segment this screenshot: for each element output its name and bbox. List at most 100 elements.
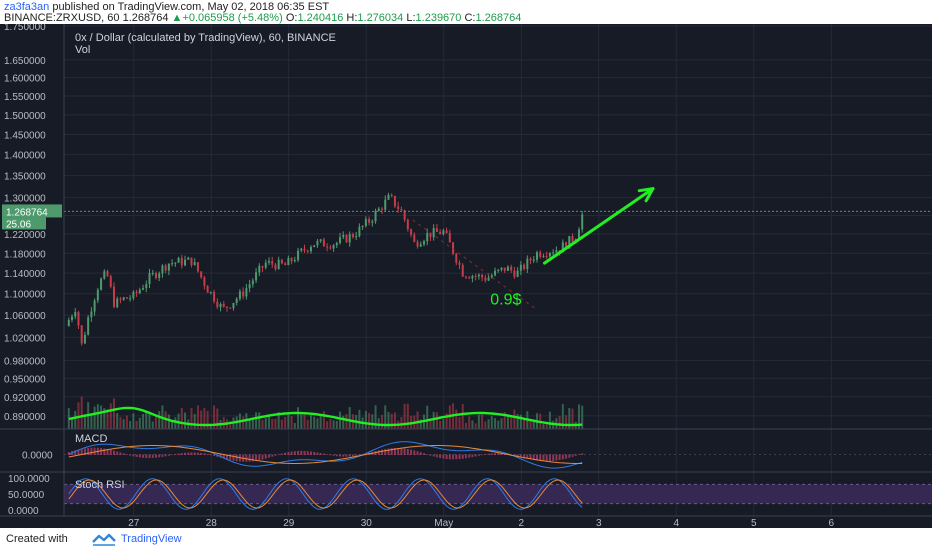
volume-bar xyxy=(429,418,432,429)
volume-ma-line xyxy=(68,406,583,427)
candle-body xyxy=(332,245,335,249)
volume-bar xyxy=(148,411,151,429)
volume-bar xyxy=(109,403,112,429)
volume-bar xyxy=(503,412,506,429)
candle-body xyxy=(416,241,419,247)
macd-histogram-bar xyxy=(303,450,306,455)
candle-body xyxy=(529,258,532,261)
candle-body xyxy=(377,208,380,212)
candle-body xyxy=(568,236,571,249)
macd-histogram-bar xyxy=(516,454,519,457)
candle-body xyxy=(335,242,338,246)
macd-histogram-bar xyxy=(167,454,170,456)
macd-histogram-bar xyxy=(264,454,267,459)
volume-bar xyxy=(390,413,393,429)
tradingview-link[interactable]: TradingView xyxy=(121,533,182,545)
candle-body xyxy=(577,229,580,240)
volume-bar xyxy=(158,411,161,429)
macd-histogram-bar xyxy=(387,448,390,455)
x-tick-label: 3 xyxy=(596,518,602,528)
candle-body xyxy=(226,306,229,308)
candle-body xyxy=(235,298,238,303)
volume-bar xyxy=(335,420,338,429)
candle-body xyxy=(145,284,148,289)
author-link[interactable]: za3fa3an xyxy=(4,1,50,13)
macd-histogram-bar xyxy=(293,451,296,455)
macd-histogram-bar xyxy=(135,454,138,457)
x-tick-label: 5 xyxy=(751,518,757,528)
volume-bar xyxy=(565,415,568,429)
candle-body xyxy=(122,297,125,300)
price-chart[interactable]: 0.0000 100.0000 50.0000 0.0000 1.750000 1.6… xyxy=(0,22,932,529)
x-tick-label: May xyxy=(434,518,453,528)
macd-histogram-bar xyxy=(309,451,312,455)
volume-bar xyxy=(174,417,177,429)
volume-bar xyxy=(568,407,571,429)
volume-bar xyxy=(116,412,119,429)
macd-histogram-bar xyxy=(342,454,345,457)
macd-histogram-bar xyxy=(419,452,422,455)
volume-bar xyxy=(71,417,74,429)
macd-histogram-bar xyxy=(125,454,128,455)
macd-histogram-bar xyxy=(300,450,303,455)
candle-body xyxy=(67,319,70,327)
volume-bar xyxy=(471,420,474,429)
volume-bar xyxy=(284,417,287,429)
volume-bar xyxy=(393,412,396,429)
volume-bars xyxy=(67,396,584,429)
macd-histogram-bar xyxy=(203,453,206,455)
volume-bar xyxy=(432,411,435,429)
volume-bar xyxy=(261,419,264,429)
y-tick-label: 1.350000 xyxy=(4,172,46,183)
macd-label: MACD xyxy=(75,433,107,445)
candle-body xyxy=(329,247,332,249)
axes: 1.750000 1.650000 1.600000 1.550000 1.500000… xyxy=(0,22,932,529)
candle-body xyxy=(177,257,180,263)
macd-histogram-bar xyxy=(558,454,561,461)
volume-bar xyxy=(506,414,509,429)
macd-histogram-bar xyxy=(235,454,238,462)
macd-histogram-bar xyxy=(471,454,474,458)
volume-bar xyxy=(209,423,212,429)
macd-histogram-bar xyxy=(87,447,90,455)
macd-histogram-bar xyxy=(116,451,119,455)
macd-histogram-bar xyxy=(574,454,577,456)
volume-bar xyxy=(416,411,419,429)
volume-bar xyxy=(145,410,148,429)
volume-bar xyxy=(316,418,319,429)
tradingview-logo-icon[interactable] xyxy=(92,532,116,549)
macd-histogram-bar xyxy=(519,454,522,457)
macd-histogram-bar xyxy=(429,454,432,456)
macd-histogram-bar xyxy=(539,454,542,461)
volume-bar xyxy=(458,417,461,429)
last-price-tag xyxy=(2,204,62,218)
volume-bar xyxy=(171,420,174,429)
y-tick-label: 0.950000 xyxy=(4,374,46,385)
macd-histogram-bar xyxy=(216,454,219,457)
candle-body xyxy=(106,271,109,277)
macd-histogram-bar xyxy=(206,453,209,455)
volume-bar xyxy=(93,406,96,429)
macd-histogram-bar xyxy=(251,454,254,462)
macd-histogram-bar xyxy=(548,454,551,462)
macd-histogram-bar xyxy=(177,453,180,455)
macd-histogram-bar xyxy=(432,454,435,457)
macd-histogram-bar xyxy=(542,454,545,462)
chart-area[interactable]: 0.0000 100.0000 50.0000 0.0000 1.750000 1.6… xyxy=(0,22,932,529)
volume-bar xyxy=(448,405,451,429)
macd-histogram-bar xyxy=(284,452,287,455)
candle-body xyxy=(536,252,539,260)
candle-body xyxy=(293,260,296,262)
macd-histogram-bar xyxy=(196,452,199,455)
candle-body xyxy=(135,291,138,294)
macd-histogram-bar xyxy=(145,454,148,458)
macd-histogram-bar xyxy=(461,454,464,459)
open-label: O: xyxy=(285,12,298,24)
volume-bar xyxy=(497,420,500,429)
high-label: H: xyxy=(346,12,358,24)
volume-bar xyxy=(297,407,300,429)
candle-body xyxy=(187,257,190,260)
macd-histogram-bar xyxy=(229,454,232,461)
volume-bar xyxy=(474,423,477,429)
candle-body xyxy=(393,195,396,207)
